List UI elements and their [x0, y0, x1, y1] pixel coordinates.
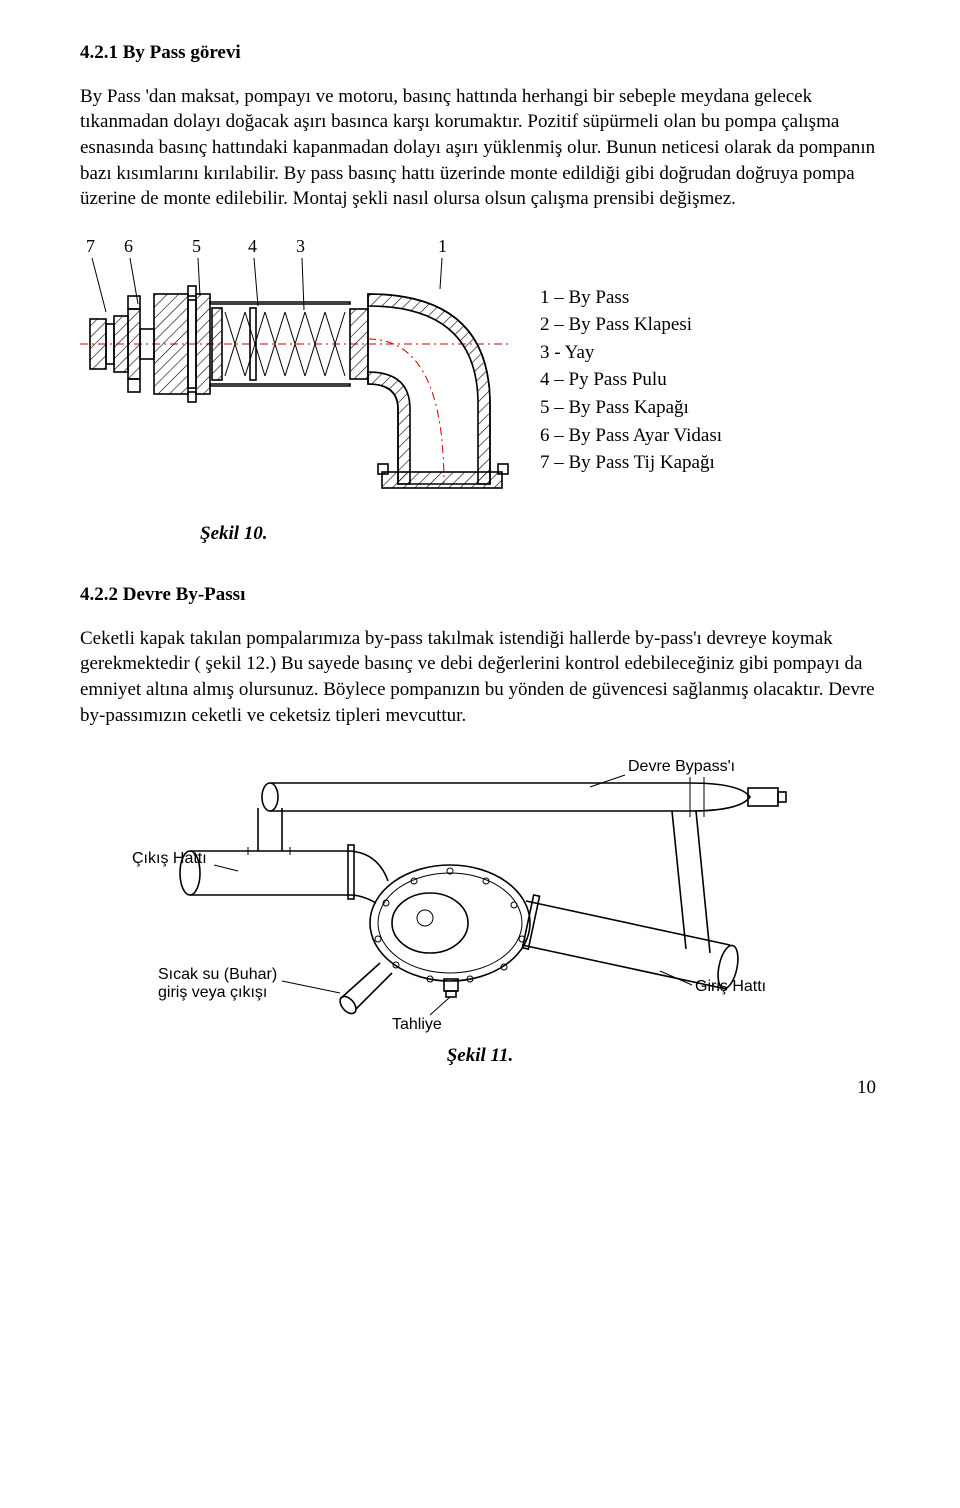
- figure2-caption: Şekil 11.: [80, 1043, 880, 1069]
- fig2-label-bypass: Devre Bypass'ı: [628, 758, 735, 775]
- fig1-label-5: 5: [192, 236, 201, 256]
- fig1-label-4: 4: [248, 236, 257, 256]
- figure2-diagram: Devre Bypass'ı Çıkış Hattı Giriş Hattı S…: [130, 753, 830, 1033]
- figure1-caption: Şekil 10.: [200, 521, 880, 547]
- section2-para1: Ceketli kapak takılan pompalarımıza by-p…: [80, 626, 880, 729]
- figure1-legend: 1 – By Pass 2 – By Pass Klapesi 3 - Yay …: [540, 234, 722, 477]
- fig2-label-giris: Giriş Hattı: [695, 978, 766, 995]
- section-heading-1: 4.2.1 By Pass görevi: [80, 40, 880, 66]
- legend-item-4: 4 – Py Pass Pulu: [540, 366, 722, 394]
- fig1-label-6: 6: [124, 236, 133, 256]
- fig2-label-sicak-1: Sıcak su (Buhar): [158, 966, 277, 983]
- legend-item-7: 7 – By Pass Tij Kapağı: [540, 449, 722, 477]
- legend-item-6: 6 – By Pass Ayar Vidası: [540, 422, 722, 450]
- section1-para1: By Pass 'dan maksat, pompayı ve motoru, …: [80, 84, 880, 212]
- legend-item-2: 2 – By Pass Klapesi: [540, 311, 722, 339]
- fig2-label-tahliye: Tahliye: [392, 1016, 442, 1033]
- figure1-diagram: 7 6 5 4 3 1: [80, 234, 510, 502]
- fig1-label-7: 7: [86, 236, 95, 256]
- fig1-label-1: 1: [438, 236, 447, 256]
- figure1-row: 7 6 5 4 3 1: [80, 234, 880, 502]
- legend-item-1: 1 – By Pass: [540, 284, 722, 312]
- legend-item-5: 5 – By Pass Kapağı: [540, 394, 722, 422]
- page-number: 10: [80, 1075, 880, 1101]
- section-heading-2: 4.2.2 Devre By-Passı: [80, 582, 880, 608]
- fig2-label-cikis: Çıkış Hattı: [132, 850, 207, 867]
- legend-item-3: 3 - Yay: [540, 339, 722, 367]
- fig2-label-sicak-2: giriş veya çıkışı: [158, 984, 267, 1001]
- fig1-label-3: 3: [296, 236, 305, 256]
